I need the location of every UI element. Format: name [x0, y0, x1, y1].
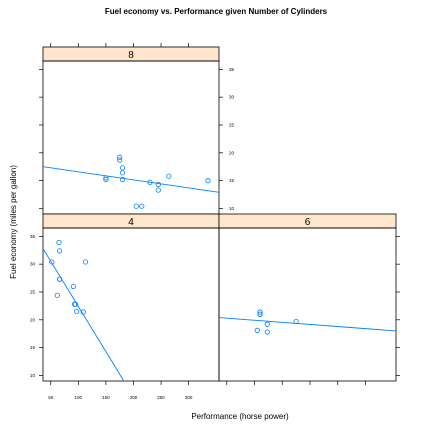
data-point [119, 165, 126, 171]
data-point [139, 203, 145, 209]
data-point [117, 157, 123, 163]
data-point [147, 179, 153, 185]
panel-frame-6 [218, 227, 397, 382]
data-point [155, 181, 161, 188]
y-tick-label: 20 [30, 317, 36, 322]
fit-line [43, 166, 219, 193]
data-point [54, 292, 60, 298]
x-tick-label: 200 [130, 395, 138, 400]
data-point [56, 248, 63, 254]
y-tick-label: 20 [229, 150, 235, 155]
y-axis-label: Fuel economy (miles per gallon) [9, 165, 18, 279]
x-tick-label: 300 [185, 395, 193, 400]
panel-data-8 [43, 154, 219, 209]
y-tick-label: 25 [229, 122, 235, 127]
panel-data-6 [219, 309, 396, 335]
y-tick-label: 10 [30, 373, 36, 378]
x-tick-label: 150 [102, 395, 110, 400]
panel-8: 8 10 15 20 25 30 35 [39, 43, 235, 215]
x-tick-label: 100 [75, 395, 83, 400]
data-point [133, 203, 139, 209]
panel-data-4 [43, 239, 125, 381]
panel-frame-8 [42, 60, 220, 215]
y-tick-label: 35 [229, 67, 235, 72]
data-point [293, 318, 299, 325]
data-point [155, 187, 161, 193]
chart-title: Fuel economy vs. Performance given Numbe… [105, 7, 328, 16]
data-point [72, 301, 79, 307]
strip-label-6: 6 [305, 217, 311, 228]
data-point [117, 154, 123, 160]
data-point [74, 308, 80, 315]
data-point [119, 170, 126, 176]
data-point [103, 176, 109, 183]
y-tick-label: 15 [229, 178, 235, 183]
data-point [205, 178, 211, 184]
data-point [166, 173, 172, 179]
x-tick-label: 50 [48, 395, 54, 400]
fit-line [219, 317, 396, 332]
panel-4: 4 50 100 150 200 250 300 10 15 20 25 30 35 [30, 213, 220, 400]
data-point [257, 311, 263, 317]
data-point [49, 259, 55, 265]
data-point [56, 276, 63, 282]
y-tick-label: 30 [229, 95, 235, 100]
panel-frame-4 [42, 227, 220, 382]
fit-line [43, 248, 125, 381]
x-tick-label: 250 [157, 395, 165, 400]
data-point [119, 176, 126, 183]
strip-label-8: 8 [128, 50, 134, 61]
panel-6: 6 [218, 213, 400, 385]
panels-layer: 8 10 15 20 25 30 35 4 50 100 150 200 250 300 10 15 20 25 3… [30, 43, 400, 400]
y-tick-label: 35 [30, 234, 36, 239]
y-tick-label: 30 [30, 262, 36, 267]
y-tick-label: 15 [30, 345, 36, 350]
data-point [80, 309, 86, 315]
data-point [70, 283, 76, 290]
strip-label-4: 4 [128, 217, 134, 228]
x-axis-label: Performance (horse power) [191, 412, 289, 421]
data-point [56, 239, 62, 246]
data-point [82, 259, 89, 265]
data-point [103, 175, 109, 181]
data-point [257, 309, 263, 315]
data-point [264, 321, 270, 327]
y-tick-label: 25 [30, 289, 36, 294]
data-point [264, 329, 270, 335]
data-point [254, 327, 260, 333]
y-tick-label: 10 [229, 206, 235, 211]
